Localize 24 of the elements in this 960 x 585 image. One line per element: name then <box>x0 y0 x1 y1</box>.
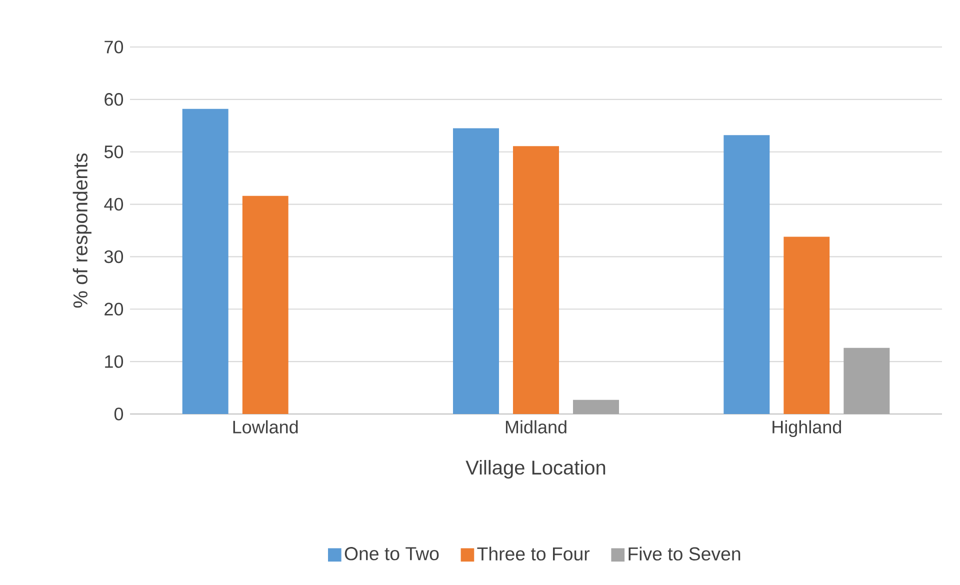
x-axis-title: Village Location <box>466 460 606 479</box>
bar <box>513 146 560 414</box>
y-tick-label: 0 <box>114 408 124 420</box>
y-tick-label: 20 <box>104 302 124 316</box>
bar <box>784 236 830 414</box>
bar <box>844 348 890 414</box>
y-tick-label: 50 <box>104 145 124 158</box>
legend-label: Five to Seven <box>628 546 740 561</box>
legend-label: One to Two <box>344 547 439 560</box>
y-tick-label: 70 <box>104 40 124 54</box>
y-tick-label: 30 <box>104 250 124 264</box>
y-tick-label: 60 <box>104 93 124 106</box>
bar <box>182 108 228 414</box>
x-tick-label: Lowland <box>233 420 298 434</box>
x-tick-label: Highland <box>772 420 842 438</box>
bar <box>573 400 619 414</box>
bar <box>242 196 288 414</box>
legend-label: Three to Four <box>477 546 590 561</box>
y-tick-label: 10 <box>105 355 124 368</box>
bar <box>724 135 770 414</box>
bar <box>453 128 500 414</box>
x-tick-label: Midland <box>506 420 566 434</box>
y-axis-title: % of respondents <box>72 153 92 308</box>
y-tick-label: 40 <box>104 198 124 211</box>
